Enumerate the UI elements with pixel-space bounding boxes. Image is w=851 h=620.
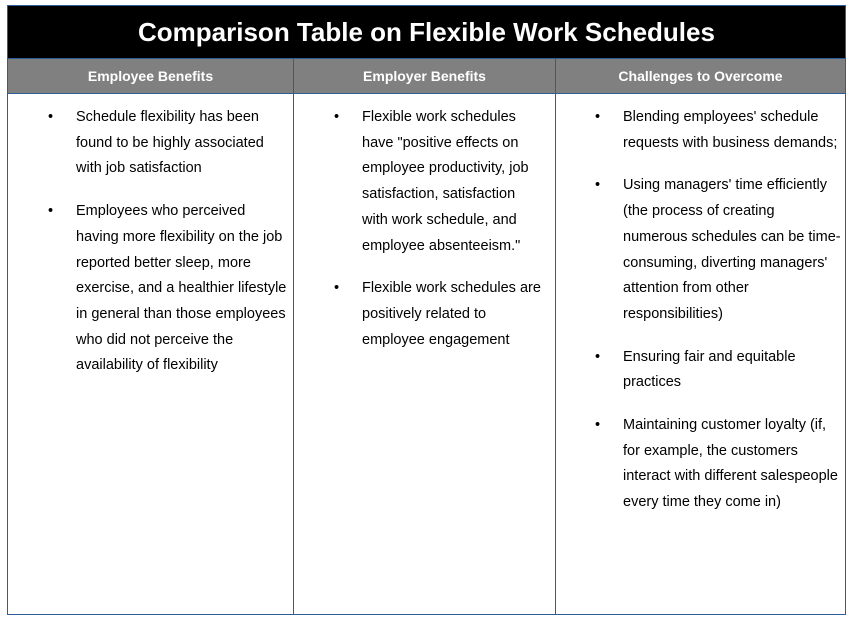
column-employee-benefits: • Schedule flexibility has been found to … bbox=[8, 94, 293, 614]
bullet-icon: • bbox=[595, 177, 601, 194]
list-item: • Schedule flexibility has been found to … bbox=[48, 105, 288, 182]
table-title: Comparison Table on Flexible Work Schedu… bbox=[8, 6, 845, 58]
column-employer-benefits: • Flexible work schedules have "positive … bbox=[293, 94, 555, 614]
list-item: • Blending employees' schedule requests w… bbox=[595, 105, 843, 156]
list-item-text: Schedule flexibility has been found to b… bbox=[76, 109, 264, 177]
header-challenges: Challenges to Overcome bbox=[555, 58, 845, 94]
list-item-text: Flexible work schedules are positively r… bbox=[362, 280, 541, 348]
list-item-text: Blending employees' schedule requests wi… bbox=[623, 109, 838, 151]
list-item: • Using managers' time efficiently (the p… bbox=[595, 173, 843, 327]
header-employee-benefits: Employee Benefits bbox=[8, 58, 293, 94]
list-item-text: Using managers' time efficiently (the pr… bbox=[623, 177, 841, 322]
list-item-text: Flexible work schedules have "positive e… bbox=[362, 109, 529, 254]
bullet-icon: • bbox=[334, 280, 340, 297]
bullet-icon: • bbox=[334, 109, 340, 125]
list-item: • Ensuring fair and equitable practices bbox=[595, 345, 843, 396]
list-item: • Flexible work schedules have "positive … bbox=[334, 105, 544, 259]
list-item: • Flexible work schedules are positively … bbox=[334, 276, 544, 353]
bullet-icon: • bbox=[595, 417, 601, 434]
bullet-icon: • bbox=[48, 109, 54, 125]
comparison-table: Comparison Table on Flexible Work Schedu… bbox=[7, 5, 846, 615]
column-challenges: • Blending employees' schedule requests w… bbox=[555, 94, 845, 614]
bullet-icon: • bbox=[595, 109, 601, 125]
list-item: • Maintaining customer loyalty (if, for e… bbox=[595, 413, 843, 516]
list-item-text: Ensuring fair and equitable practices bbox=[623, 348, 796, 391]
bullet-icon: • bbox=[595, 348, 601, 365]
list-item: • Employees who perceived having more fle… bbox=[48, 199, 288, 379]
list-item-text: Maintaining customer loyalty (if, for ex… bbox=[623, 417, 838, 511]
bullet-icon: • bbox=[48, 203, 54, 220]
header-employer-benefits: Employer Benefits bbox=[293, 58, 555, 94]
list-item-text: Employees who perceived having more flex… bbox=[76, 203, 287, 374]
